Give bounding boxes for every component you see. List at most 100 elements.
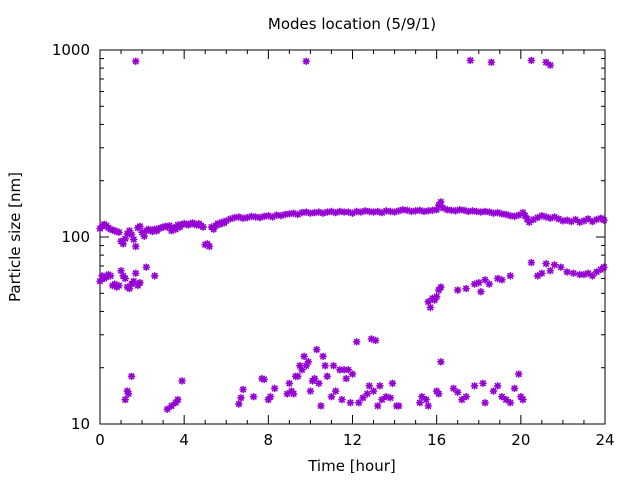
data-point-stroke	[349, 370, 356, 378]
data-point	[304, 358, 313, 366]
data-point	[310, 374, 319, 383]
data-point-stroke	[311, 209, 318, 216]
x-tick-label: 16	[427, 431, 446, 449]
data-point-stroke	[376, 382, 383, 389]
data-point	[462, 392, 470, 401]
data-point-stroke	[132, 270, 139, 277]
data-point	[239, 385, 247, 394]
data-point-stroke	[418, 393, 425, 400]
data-point-stroke	[534, 272, 541, 279]
data-point	[142, 263, 151, 271]
data-point	[338, 395, 346, 404]
data-point-stroke	[307, 210, 314, 217]
data-point	[327, 392, 336, 401]
data-point-stroke	[330, 362, 337, 369]
data-point	[584, 215, 592, 223]
data-point	[323, 372, 332, 381]
data-point-stroke	[235, 400, 242, 408]
data-point-stroke	[482, 399, 489, 406]
data-point-stroke	[511, 385, 518, 392]
data-point	[331, 387, 340, 395]
data-point-stroke	[336, 366, 343, 373]
data-point	[502, 395, 510, 404]
y-tick-label: 10	[71, 415, 90, 433]
data-point-stroke	[130, 236, 137, 243]
data-point-stroke	[107, 272, 114, 279]
data-point-stroke	[341, 208, 348, 216]
data-point-stroke	[593, 268, 600, 276]
data-point	[386, 394, 395, 402]
x-axis: 0 4 8 12 16 20 24	[95, 50, 615, 449]
data-point-stroke	[585, 215, 592, 222]
data-point	[199, 223, 207, 231]
data-point-stroke	[353, 338, 360, 345]
data-point-stroke	[490, 388, 497, 395]
data-point	[136, 278, 144, 287]
data-point	[542, 259, 550, 268]
data-point-stroke	[284, 390, 291, 397]
data-point-stroke	[128, 231, 135, 238]
data-point-stroke	[475, 279, 482, 286]
y-tick-label: 100	[61, 228, 90, 246]
data-point-stroke	[570, 270, 577, 277]
data-point-stroke	[439, 204, 447, 212]
data-point	[260, 375, 268, 384]
data-point	[481, 276, 489, 284]
data-point-stroke	[322, 362, 329, 369]
data-point	[506, 398, 515, 407]
data-point-stroke	[261, 213, 268, 220]
data-point-stroke	[486, 281, 493, 288]
data-point-stroke	[547, 267, 554, 274]
data-point-stroke	[250, 393, 257, 400]
data-point-stroke	[437, 198, 444, 205]
data-point	[466, 56, 475, 65]
data-point-stroke	[408, 208, 415, 215]
data-point	[525, 218, 534, 226]
data-point	[247, 212, 256, 221]
data-point	[302, 57, 311, 66]
data-point	[470, 382, 479, 390]
y-tick-label: 1000	[52, 41, 90, 59]
data-point	[373, 402, 382, 410]
data-point-stroke	[237, 394, 245, 401]
data-point	[300, 352, 308, 361]
data-point-stroke	[125, 390, 132, 397]
data-point-stroke	[307, 388, 314, 395]
data-point-stroke	[463, 393, 470, 400]
data-point	[453, 286, 462, 294]
data-point	[422, 395, 430, 404]
data-point	[514, 211, 523, 219]
data-point-stroke	[338, 396, 346, 403]
data-point	[569, 269, 578, 278]
data-point-stroke	[425, 402, 432, 409]
data-point-stroke	[515, 212, 522, 219]
data-point	[510, 384, 519, 393]
data-point	[557, 263, 565, 271]
data-point-stroke	[395, 402, 402, 409]
data-point-stroke	[427, 304, 434, 311]
data-point-stroke	[115, 229, 122, 236]
data-point-stroke	[600, 217, 607, 224]
data-point-stroke	[526, 219, 533, 226]
data-point-stroke	[547, 62, 554, 69]
data-point	[266, 392, 275, 401]
data-point-stroke	[366, 382, 373, 389]
data-point	[293, 372, 302, 381]
data-point-stroke	[136, 223, 144, 230]
y-axis: 10 100 1000	[52, 41, 605, 433]
data-point-stroke	[519, 396, 526, 403]
x-tick-label: 0	[95, 431, 105, 449]
data-point	[474, 278, 483, 287]
data-point	[498, 210, 506, 218]
data-point-stroke	[143, 264, 150, 271]
data-point-stroke	[298, 209, 306, 216]
data-point-stroke	[128, 373, 135, 380]
data-point	[205, 242, 214, 251]
data-point-stroke	[115, 282, 122, 289]
data-point-stroke	[324, 208, 331, 216]
data-point-stroke	[126, 227, 133, 234]
data-point-stroke	[345, 366, 352, 373]
data-point-stroke	[343, 375, 350, 382]
data-point-stroke	[261, 376, 268, 383]
data-point-stroke	[271, 385, 278, 392]
